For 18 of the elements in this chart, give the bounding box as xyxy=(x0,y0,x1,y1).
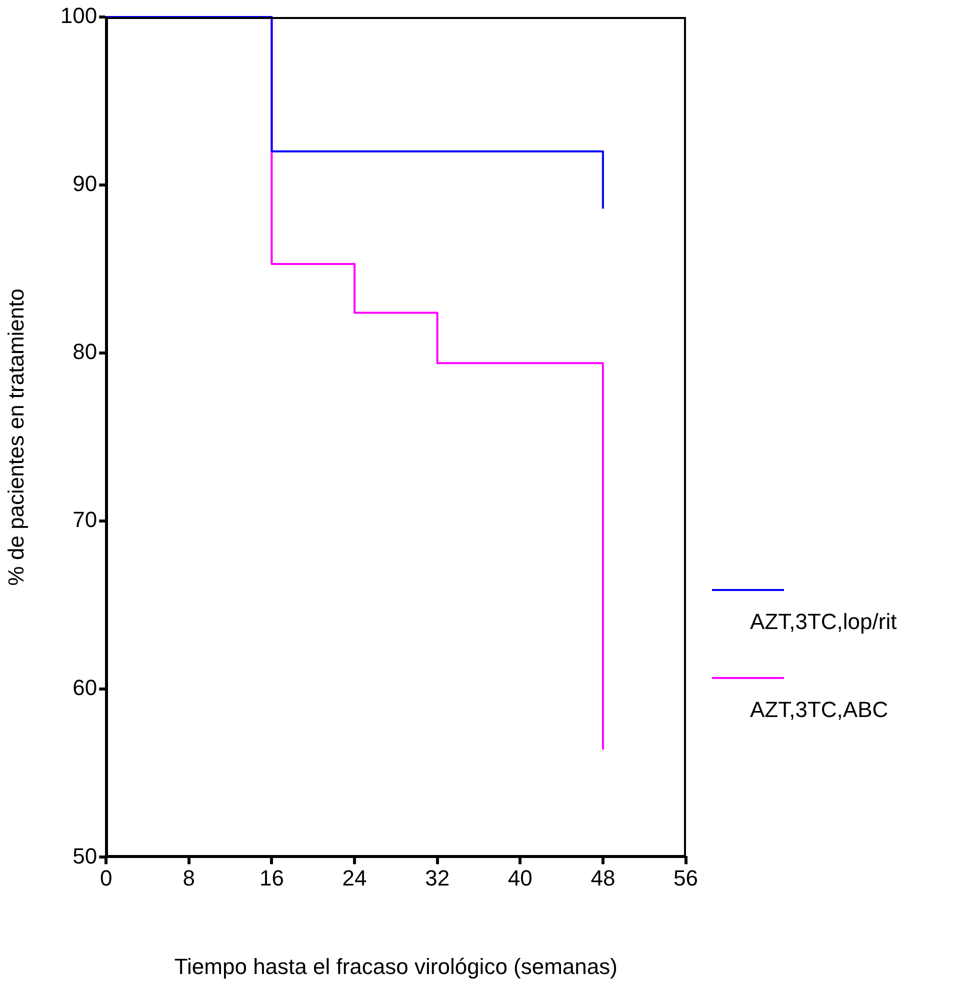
y-tick-label: 90 xyxy=(72,171,98,196)
y-tick-label: 50 xyxy=(72,843,98,868)
legend-label: AZT,3TC,lop/rit xyxy=(750,609,897,635)
x-tick-label: 40 xyxy=(508,865,532,890)
y-tick-label: 100 xyxy=(60,3,98,28)
x-tick-label: 56 xyxy=(674,865,698,890)
legend-label: AZT,3TC,ABC xyxy=(750,697,890,723)
x-axis-title: Tiempo hasta el fracaso virológico (semanas) xyxy=(174,954,618,979)
x-tick-label: 16 xyxy=(259,865,284,890)
y-axis-title: % de pacientes en tratamiento xyxy=(3,288,28,586)
x-tick-label: 0 xyxy=(100,865,112,890)
x-tick-label: 32 xyxy=(425,865,450,890)
x-tick-label: 24 xyxy=(342,865,367,890)
y-tick-label: 80 xyxy=(72,339,98,364)
y-tick-label: 60 xyxy=(72,675,98,700)
x-tick-label: 8 xyxy=(182,865,196,890)
x-tick-label: 48 xyxy=(590,865,616,890)
y-tick-label: 70 xyxy=(72,507,98,532)
